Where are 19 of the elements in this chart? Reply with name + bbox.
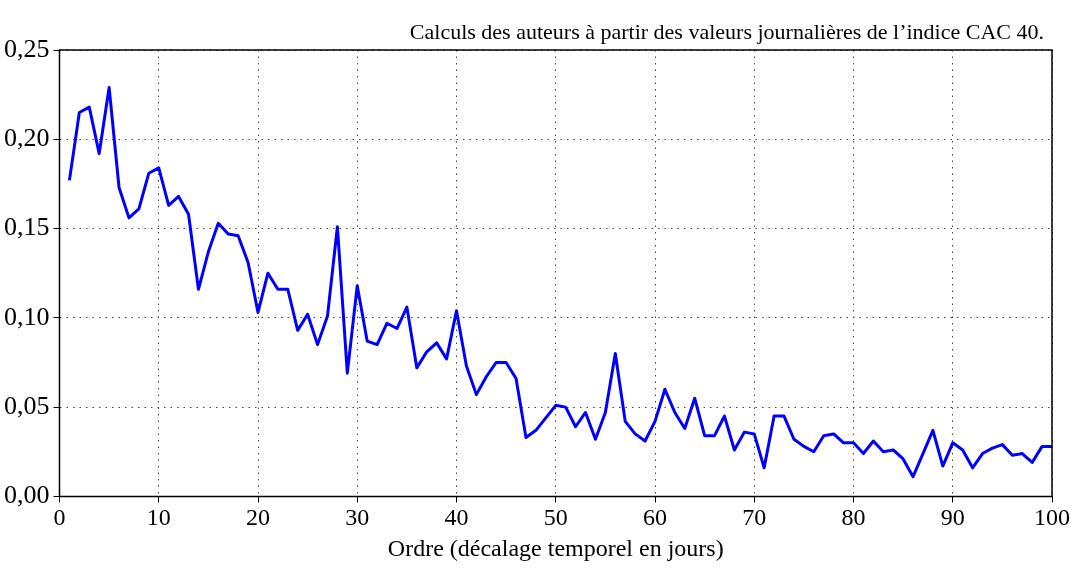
x-tick-label: 40: [444, 504, 469, 531]
y-tick-label: 0,00: [4, 480, 50, 510]
x-tick-label: 50: [543, 504, 568, 531]
y-tick-label: 0,25: [4, 33, 50, 63]
x-tick-label: 90: [940, 504, 965, 531]
x-tick-label: 20: [246, 504, 270, 531]
y-tick-label: 0,05: [4, 390, 50, 420]
y-tick-label: 0,10: [4, 301, 50, 331]
x-tick-label: 60: [643, 504, 667, 531]
x-tick-label: 80: [841, 504, 866, 531]
x-tick-label: 70: [742, 504, 767, 531]
x-tick-label: 0: [53, 504, 66, 531]
x-tick-label: 100: [1034, 504, 1070, 531]
text: Calculs des auteurs à partir des valeurs journalières de l’indice CAC 40.: [409, 18, 1044, 44]
y-tick-label: 0,15: [4, 212, 50, 242]
x-tick-label: 10: [146, 504, 171, 531]
x-tick-label: 30: [345, 504, 370, 531]
x-axis-title: Ordre (décalage temporel en jours): [387, 534, 724, 561]
y-tick-label: 0,20: [4, 123, 50, 153]
